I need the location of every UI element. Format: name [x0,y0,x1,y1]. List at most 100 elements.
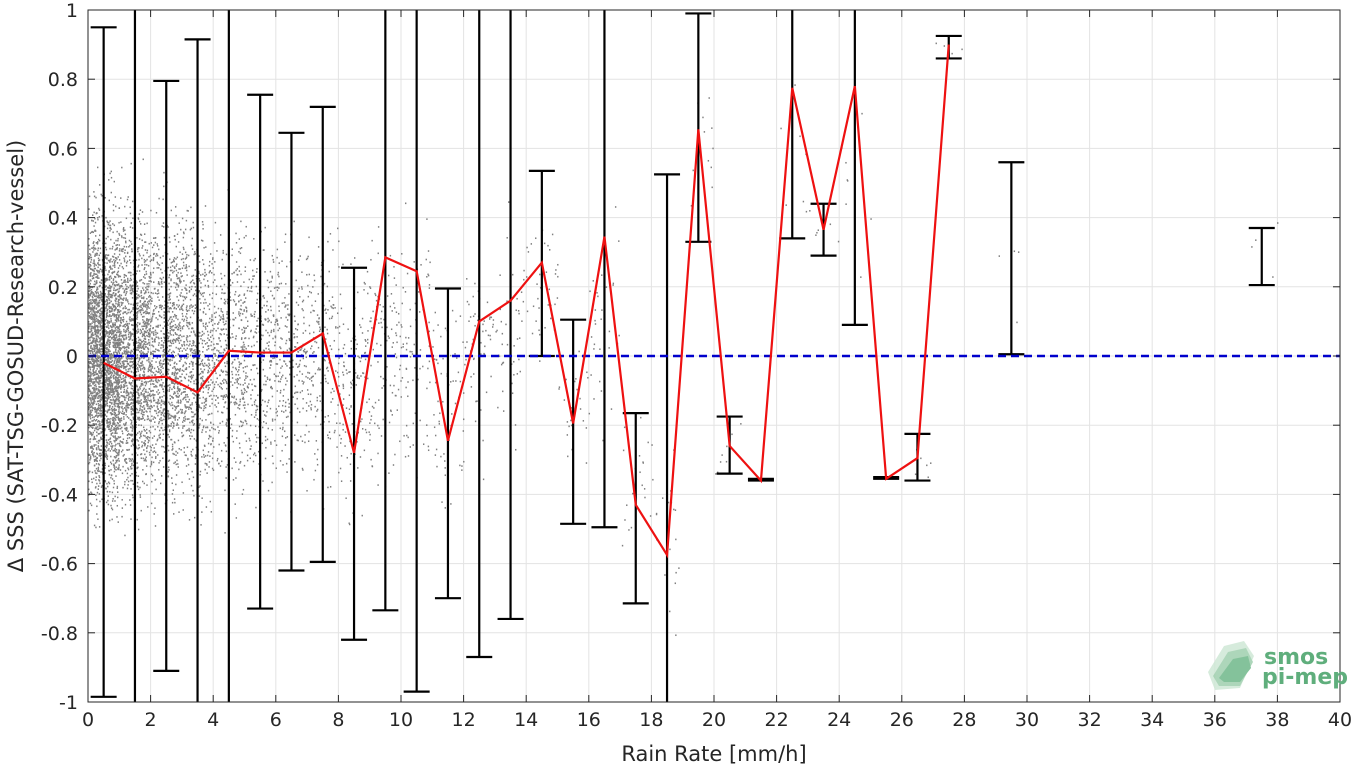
scatter-point [181,217,184,220]
scatter-point [119,313,121,316]
scatter-point [123,396,126,399]
scatter-point [180,356,182,359]
scatter-point [113,242,115,244]
scatter-point [180,228,182,231]
scatter-point [123,328,125,331]
scatter-point [98,440,101,442]
scatter-point [123,345,125,348]
scatter-point [163,336,165,339]
scatter-point [177,389,180,392]
scatter-point [125,337,127,340]
scatter-point [117,378,120,381]
scatter-point [136,385,138,388]
scatter-point [112,486,115,489]
scatter-point [115,320,118,322]
scatter-point [88,326,90,328]
scatter-point [118,285,121,287]
scatter-point [110,380,112,382]
scatter-point [179,408,182,411]
scatter-point [180,272,182,274]
scatter-point [111,337,113,340]
scatter-point [136,324,139,327]
scatter-point [104,379,107,381]
scatter-point [160,404,162,406]
scatter-point [99,380,101,382]
scatter-point [115,454,118,457]
scatter-point [124,281,126,283]
scatter-point [149,296,152,298]
scatter-point [94,280,96,283]
scatter-point [100,432,102,434]
scatter-point [98,209,101,211]
scatter-point [144,300,146,303]
scatter-point [116,432,118,435]
scatter-point [125,408,127,411]
scatter-point [111,329,113,332]
scatter-point [109,519,111,522]
scatter-point [118,347,120,349]
scatter-point [91,247,93,249]
scatter-point [150,383,152,385]
scatter-point [118,398,120,400]
scatter-point [109,266,111,268]
scatter-point [131,387,134,390]
scatter-point [96,470,99,472]
scatter-point [122,341,125,344]
scatter-point [159,437,161,439]
scatter-point [90,345,92,348]
scatter-point [177,392,179,395]
scatter-point [89,390,91,393]
scatter-point [155,370,157,373]
scatter-point [110,321,112,323]
scatter-point [108,346,111,348]
scatter-point [101,468,104,470]
scatter-point [149,254,152,257]
scatter-point [143,223,146,225]
scatter-point [129,316,131,319]
scatter-point [104,346,106,349]
scatter-point [119,297,122,300]
scatter-point [101,362,103,364]
scatter-point [105,415,108,418]
scatter-point [114,319,117,321]
scatter-point [124,469,127,472]
scatter-point [137,336,140,339]
scatter-point [129,458,132,460]
scatter-point [175,363,178,365]
scatter-point [90,374,92,376]
scatter-point [113,399,116,402]
scatter-point [127,300,129,303]
scatter-point [98,357,100,359]
scatter-point [118,234,121,236]
scatter-point [151,480,153,483]
scatter-point [93,382,96,384]
scatter-point [172,367,174,369]
scatter-point [115,364,117,367]
scatter-point [97,388,100,391]
scatter-point [123,259,126,261]
scatter-point [160,316,163,319]
scatter-point [89,470,91,473]
scatter-point [129,255,131,258]
scatter-point [178,337,181,340]
scatter-point [99,323,102,326]
scatter-point [115,294,117,296]
scatter-point [158,436,161,439]
scatter-point [97,428,100,431]
scatter-point [107,235,109,238]
scatter-point [129,474,132,477]
scatter-point [169,332,171,334]
scatter-point [173,373,176,376]
scatter-point [137,246,139,249]
scatter-point [125,324,128,327]
scatter-point [175,463,177,466]
scatter-point [131,297,134,299]
scatter-point [122,267,125,270]
scatter-point [100,374,102,377]
scatter-point [144,435,146,437]
scatter-point [173,307,175,310]
scatter-point [142,344,144,346]
scatter-point [119,362,122,365]
scatter-point [100,431,102,433]
scatter-point [129,262,132,264]
